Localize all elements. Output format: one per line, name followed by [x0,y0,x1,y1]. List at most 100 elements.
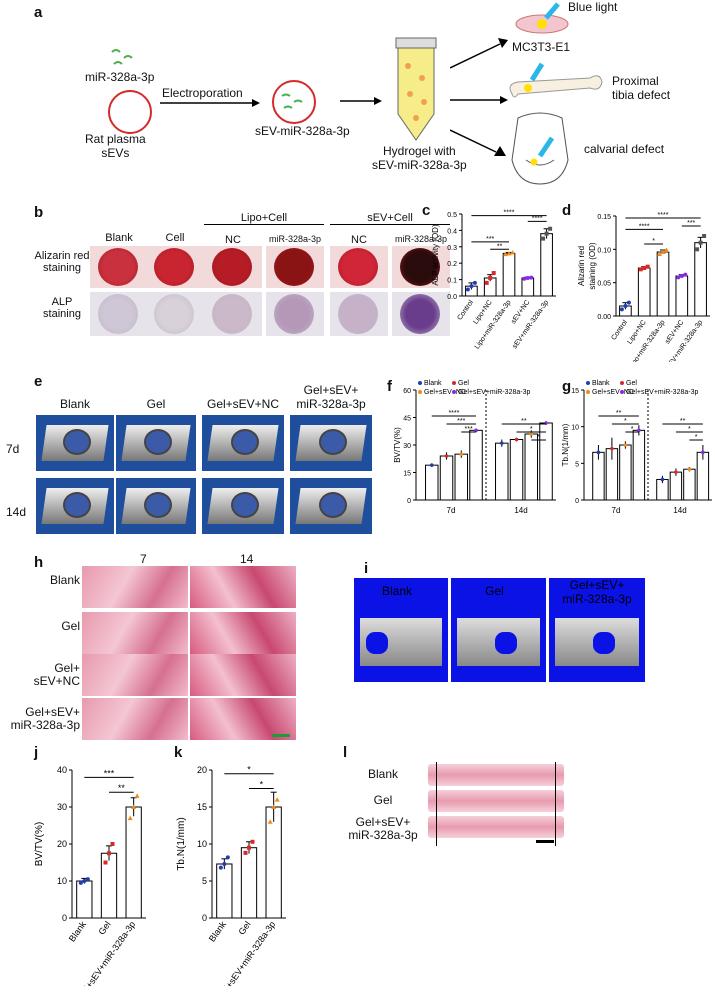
alizarin-stain-disc [274,248,314,286]
panel-e-col-label: Gel+sEV+NC [206,397,280,411]
y-tick-label: 30 [403,443,411,450]
significance-label: **** [658,212,669,219]
data-point [85,877,90,882]
y-tick-label: 0 [575,498,579,505]
arrow-to-hydrogel [340,97,382,105]
y-tick-label: 0.0 [447,294,457,301]
data-point [82,879,87,883]
chart-d: 0.00 0.05 0.10 0.15 Alizarin red staining (OD… [577,212,710,362]
microct-scan [116,415,196,471]
bar [619,444,632,501]
data-point [623,304,628,308]
panel-b-alizarin-well [330,246,388,288]
data-point [429,463,434,467]
panel-label-l: l [343,744,348,761]
data-point [619,307,624,312]
legend-label: Gel+sEV+miR-328a-3p [458,389,530,396]
y-tick-label: 40 [57,765,67,775]
significance-label: **** [448,410,459,417]
defect-hole [319,429,347,455]
defect-area [366,632,388,654]
mirna-label: miR-328a-3p [85,70,155,84]
alizarin-stain-disc [154,248,194,286]
legend-label: Gel+sEV+NC [424,389,466,396]
panel-b-alp-well [266,292,324,336]
he-section [428,764,564,786]
data-point [459,452,464,456]
data-point [698,240,703,245]
skull-icon [511,112,569,185]
y-tick-label: 5 [202,876,207,886]
he-section-7d [82,654,188,696]
data-point [250,839,255,844]
data-point [645,264,650,269]
data-point [110,842,115,846]
data-point [642,266,647,270]
y-tick-label: 0.05 [597,281,611,288]
significance-label: *** [457,418,465,425]
panel-i-col-label: Gel [485,584,504,598]
data-point [499,441,504,445]
y-tick-label: 0.4 [447,228,457,235]
y-tick-label: 45 [403,416,411,423]
data-point [683,272,688,277]
data-point [107,851,111,856]
significance-label: * [537,434,540,441]
he-section-14d [190,612,296,654]
bar [524,433,539,501]
he-section-7d [82,698,188,740]
defect-area [593,632,615,654]
panel-b-alizarin-well [90,246,148,288]
legend-label: Gel [626,380,637,387]
data-point [78,880,83,885]
cell-dish-icon [515,2,569,34]
data-point [660,477,665,482]
panel-label-f: f [387,378,392,395]
y-tick-label: 15 [197,802,207,812]
panel-b-alp-well [90,292,148,336]
y-tick-label: 5 [575,461,579,468]
bar [125,806,142,919]
data-point [243,850,248,855]
defect-margin-left [436,762,437,846]
panel-b-col-label: miR-328a-3p [268,234,322,244]
panel-label-i: i [364,560,369,577]
legend-label: Gel [458,380,469,387]
bar [502,252,516,297]
panel-b-col-label: Blank [105,232,133,244]
panel-l-row-label: Gel [373,793,393,807]
bar [425,464,439,501]
he-section [428,816,564,838]
panel-label-b: b [34,204,44,221]
tibia-icon [509,62,603,98]
data-point [529,275,534,280]
cell-line-label: MC3T3-E1 [512,40,571,54]
data-point [247,845,251,850]
he-section-14d [190,566,296,608]
bar [454,453,469,501]
alp-stain-disc [212,294,252,334]
panel-h-row-label: Gel+sEV+ miR-328a-3p [10,705,80,732]
alizarin-stain-disc [338,248,378,286]
significance-label: * [624,418,627,425]
data-point [134,793,140,798]
significance-label: **** [532,215,543,222]
significance-label: **** [504,210,515,217]
data-point [271,804,277,809]
significance-label: *** [465,426,473,433]
panel-i-col-label: Blank [381,584,413,598]
x-group-label: 14d [673,506,686,515]
sevs-label: Rat plasma sEVs [85,132,146,160]
y-tick-label: 0 [62,913,67,923]
panel-l-row-label: Gel+sEV+ miR-328a-3p [348,815,418,842]
data-point [596,450,601,455]
bar [656,251,670,317]
panel-label-a: a [34,4,43,21]
legend-label: Blank [424,380,442,387]
y-tick-label: 30 [57,802,67,812]
bar [509,439,524,501]
data-point [676,275,681,280]
y-axis-label: ALP activity (OD) [431,224,440,286]
panel-label-h: h [34,554,44,571]
microct-scan [290,478,372,534]
